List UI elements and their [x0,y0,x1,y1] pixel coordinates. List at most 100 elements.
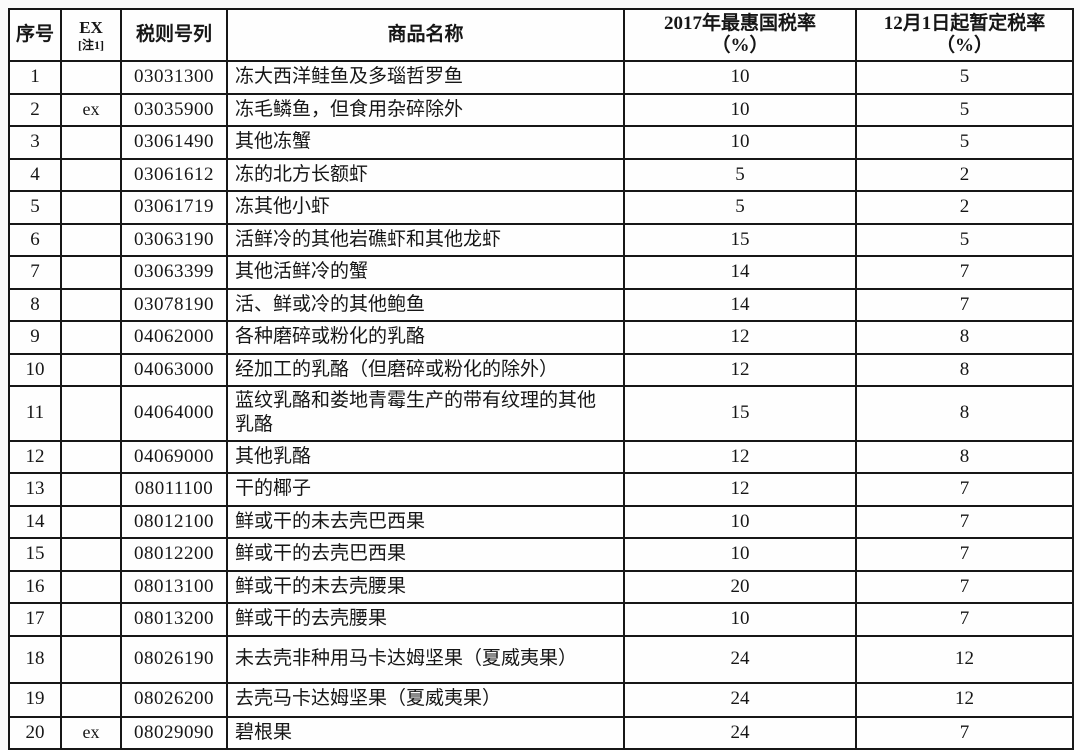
cell-code: 03063190 [120,222,228,257]
cell-mfn: 14 [623,287,857,322]
cell-mfn: 10 [623,60,857,95]
cell-name: 冻毛鳞鱼，但食用杂碎除外 [226,92,625,127]
table-row: 8 03078190 活、鲜或冷的其他鲍鱼 14 7 [8,287,1074,322]
cell-temp: 7 [855,602,1074,637]
cell-ex: ex [60,92,122,127]
column-header-ex: EX [注1] [60,8,122,62]
column-header-mfn: 2017年最惠国税率 （%） [623,8,857,62]
cell-temp: 8 [855,439,1074,475]
table-row: 3 03061490 其他冻蟹 10 5 [8,125,1074,160]
cell-mfn: 10 [623,504,857,540]
cell-name: 活鲜冷的其他岩礁虾和其他龙虾 [226,222,625,257]
cell-no: 5 [8,190,62,225]
cell-mfn: 10 [623,125,857,160]
cell-ex [60,681,122,718]
cell-no: 9 [8,320,62,355]
cell-name: 鲜或干的去壳腰果 [226,602,625,637]
cell-no: 12 [8,439,62,475]
cell-no: 10 [8,352,62,387]
column-header-name: 商品名称 [226,8,625,62]
table-row: 9 04062000 各种磨碎或粉化的乳酪 12 8 [8,320,1074,355]
table-row: 5 03061719 冻其他小虾 5 2 [8,190,1074,225]
cell-ex [60,320,122,355]
cell-code: 03031300 [120,60,228,95]
cell-name: 其他冻蟹 [226,125,625,160]
cell-no: 14 [8,504,62,540]
column-label: 12月1日起暂定税率 [883,12,1046,34]
column-label: 商品名称 [387,23,464,45]
cell-no: 15 [8,537,62,572]
cell-name: 其他乳酪 [226,439,625,475]
cell-code: 03078190 [120,287,228,322]
column-sublabel: [注1] [78,37,104,52]
table-row: 20 ex 08029090 碧根果 24 7 [8,715,1074,750]
cell-code: 08026190 [120,634,228,684]
cell-no: 1 [8,60,62,95]
cell-temp: 7 [855,569,1074,605]
cell-temp: 8 [855,385,1074,442]
cell-name: 冻其他小虾 [226,190,625,225]
cell-temp: 8 [855,320,1074,355]
cell-no: 8 [8,287,62,322]
table-header: 序号 EX [注1] 税则号列 商品名称 2017年最惠国税率 （%） 12月1日起暂定税率（… [8,8,1074,62]
cell-temp: 7 [855,472,1074,507]
cell-code: 08026200 [120,681,228,718]
cell-ex [60,385,122,442]
cell-name: 去壳马卡达姆坚果（夏威夷果） [226,681,625,718]
table-row: 16 08013100 鲜或干的未去壳腰果 20 7 [8,569,1074,605]
column-header-code: 税则号列 [120,8,228,62]
cell-mfn: 12 [623,352,857,387]
column-label: 序号 [15,23,54,45]
cell-temp: 7 [855,715,1074,750]
cell-mfn: 12 [623,472,857,507]
cell-mfn: 10 [623,537,857,572]
cell-temp: 7 [855,255,1074,290]
table-row: 17 08013200 鲜或干的去壳腰果 10 7 [8,602,1074,637]
cell-temp: 5 [855,92,1074,127]
cell-code: 03035900 [120,92,228,127]
cell-code: 08029090 [120,715,228,750]
cell-no: 16 [8,569,62,605]
cell-ex [60,504,122,540]
cell-ex [60,352,122,387]
cell-mfn: 12 [623,320,857,355]
cell-no: 7 [8,255,62,290]
cell-code: 03061719 [120,190,228,225]
column-label: 税则号列 [135,23,212,45]
cell-name: 干的椰子 [226,472,625,507]
column-label: 2017年最惠国税率 [663,12,816,34]
cell-name: 活、鲜或冷的其他鲍鱼 [226,287,625,322]
cell-temp: 5 [855,60,1074,95]
cell-no: 17 [8,602,62,637]
cell-no: 4 [8,157,62,192]
cell-name: 冻的北方长额虾 [226,157,625,192]
cell-name: 未去壳非种用马卡达姆坚果（夏威夷果） [226,634,625,684]
cell-ex [60,222,122,257]
table-row: 19 08026200 去壳马卡达姆坚果（夏威夷果） 24 12 [8,681,1074,718]
header-row: 序号 EX [注1] 税则号列 商品名称 2017年最惠国税率 （%） 12月1日起暂定税率（… [8,8,1074,62]
column-header-no: 序号 [8,8,62,62]
cell-temp: 12 [855,681,1074,718]
table-row: 11 04064000 蓝纹乳酪和娄地青霉生产的带有纹理的其他乳酪 15 8 [8,385,1074,442]
cell-ex [60,287,122,322]
table-row: 13 08011100 干的椰子 12 7 [8,472,1074,507]
cell-code: 08011100 [120,472,228,507]
cell-no: 6 [8,222,62,257]
cell-name: 蓝纹乳酪和娄地青霉生产的带有纹理的其他乳酪 [226,385,625,442]
cell-no: 11 [8,385,62,442]
cell-temp: 8 [855,352,1074,387]
cell-name: 其他活鲜冷的蟹 [226,255,625,290]
cell-ex [60,60,122,95]
cell-temp: 5 [855,125,1074,160]
cell-no: 13 [8,472,62,507]
cell-no: 2 [8,92,62,127]
cell-ex [60,472,122,507]
cell-code: 03063399 [120,255,228,290]
cell-ex: ex [60,715,122,750]
cell-code: 04069000 [120,439,228,475]
tariff-rate-table: 序号 EX [注1] 税则号列 商品名称 2017年最惠国税率 （%） 12月1日起暂定税率（… [8,8,1074,750]
cell-name: 碧根果 [226,715,625,750]
cell-temp: 2 [855,157,1074,192]
column-label: EX [79,17,103,37]
